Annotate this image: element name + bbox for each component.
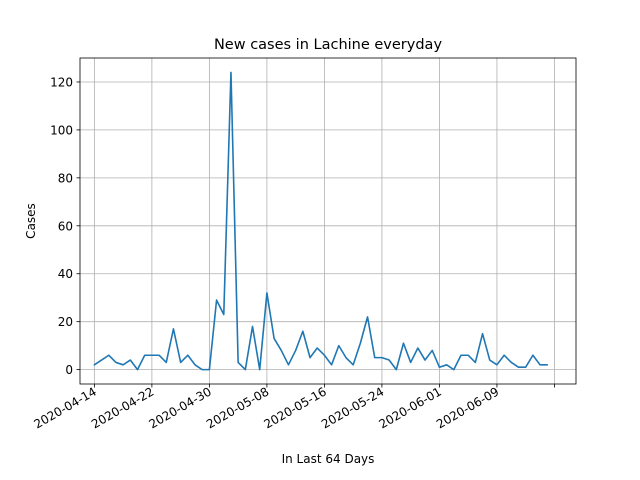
y-tick-label: 60: [58, 219, 73, 233]
x-axis-label: In Last 64 Days: [282, 452, 375, 466]
grid-lines: [80, 58, 576, 384]
y-tick-label: 20: [58, 315, 73, 329]
y-tick-label: 0: [65, 363, 73, 377]
series-line: [93, 71, 549, 371]
y-tick-label: 100: [50, 123, 73, 137]
y-tick-label: 80: [58, 171, 73, 185]
y-tick-label: 120: [50, 75, 73, 89]
y-tick-label: 40: [58, 267, 73, 281]
chart-title: New cases in Lachine everyday: [214, 37, 442, 53]
y-axis-label: Cases: [24, 203, 38, 239]
plot-frame: [79, 57, 577, 385]
data-series: [93, 71, 549, 371]
